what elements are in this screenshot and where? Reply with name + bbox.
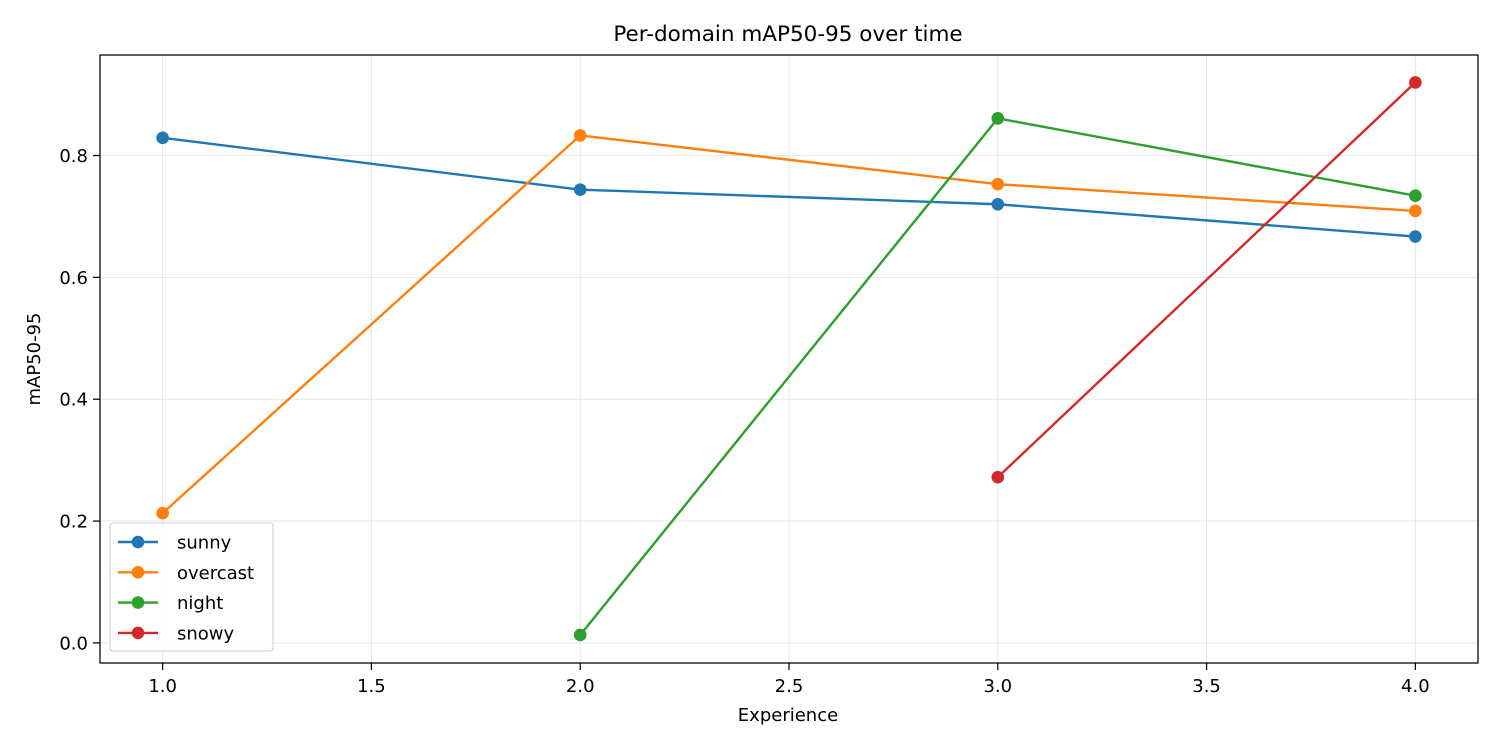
y-tick-label: 0.0 [59, 633, 88, 654]
legend-item-overcast: overcast [118, 563, 254, 584]
legend-marker [131, 566, 145, 579]
series-line-overcast [161, 134, 1416, 515]
data-point-sunny [156, 131, 169, 145]
data-point-overcast [573, 129, 587, 142]
series-night [573, 112, 1422, 642]
y-axis: 0.0 0.2 0.4 0.6 0.8 [59, 146, 100, 654]
y-axis-label: mAP50-95 [24, 312, 45, 405]
y-tick-label: 0.2 [59, 512, 88, 533]
legend-box [109, 522, 274, 652]
legend-item-sunny: sunny [118, 533, 232, 554]
legend-item-night: night [118, 593, 223, 614]
grid [100, 55, 1478, 663]
data-point-overcast [1409, 204, 1422, 218]
chart-title: Per-domain mAP50-95 over time [613, 22, 962, 47]
x-tick-label: 1.0 [148, 676, 177, 697]
x-axis: 1.0 1.5 2.0 2.5 3.0 3.5 4.0 [148, 663, 1430, 697]
legend-label: overcast [177, 563, 254, 584]
data-point-night [1409, 189, 1422, 203]
x-tick-label: 3.5 [1192, 676, 1221, 697]
y-tick-label: 0.8 [59, 146, 88, 167]
data-point-overcast [156, 506, 169, 520]
legend-label: sunny [177, 533, 232, 554]
x-tick-label: 2.0 [566, 676, 595, 697]
y-tick-label: 0.4 [59, 390, 88, 411]
data-point-night [991, 112, 1005, 125]
series-overcast [156, 129, 1422, 520]
legend-marker [131, 535, 145, 549]
series-snowy [991, 76, 1422, 484]
x-tick-label: 1.5 [357, 676, 386, 697]
y-tick-label: 0.6 [59, 268, 88, 289]
series-layer [156, 76, 1422, 642]
data-point-sunny [573, 183, 587, 196]
x-tick-label: 4.0 [1401, 676, 1430, 697]
legend: sunny overcast night snowy [109, 522, 274, 652]
data-point-night [573, 628, 587, 642]
legend-label: night [177, 593, 223, 614]
x-axis-label: Experience [738, 705, 838, 726]
data-point-sunny [1409, 230, 1422, 243]
x-tick-label: 3.0 [983, 676, 1012, 697]
legend-label: snowy [177, 623, 235, 644]
series-line-sunny [162, 136, 1416, 238]
data-point-snowy [991, 470, 1005, 484]
legend-marker [131, 626, 145, 640]
series-sunny [156, 131, 1422, 243]
legend-marker [131, 596, 145, 609]
data-point-overcast [991, 177, 1005, 191]
data-point-snowy [1409, 76, 1422, 89]
legend-item-snowy: snowy [118, 623, 235, 644]
data-point-sunny [991, 197, 1005, 211]
series-line-snowy [996, 81, 1417, 479]
x-tick-label: 2.5 [775, 676, 804, 697]
